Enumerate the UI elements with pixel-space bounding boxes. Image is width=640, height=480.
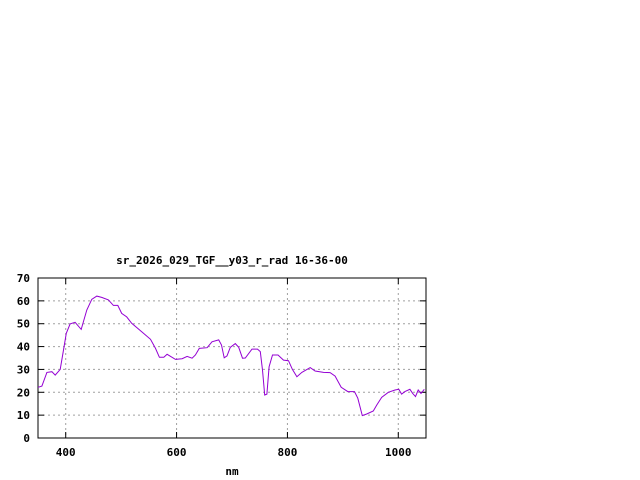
chart-title: sr_2026_029_TGF__y03_r_rad 16-36-00 [116,254,348,267]
series-line [37,295,425,417]
y-tick-label: 30 [17,363,30,376]
y-tick-label: 10 [17,409,30,422]
y-tick-label: 60 [17,295,30,308]
x-tick-label: 1000 [385,446,412,459]
y-tick-label: 0 [23,432,30,445]
x-tick-label: 800 [277,446,297,459]
x-tick-label: 600 [167,446,187,459]
y-tick-label: 20 [17,386,30,399]
y-tick-label: 70 [17,272,30,285]
grid [38,278,426,438]
plot-frame [37,277,427,439]
x-tick-label: 400 [56,446,76,459]
axis-ticks: 400 600 800 1000 0 10 20 30 40 50 60 70 [17,272,426,459]
y-tick-label: 40 [17,341,30,354]
y-tick-label: 50 [17,318,30,331]
x-axis-label: nm [225,465,239,478]
